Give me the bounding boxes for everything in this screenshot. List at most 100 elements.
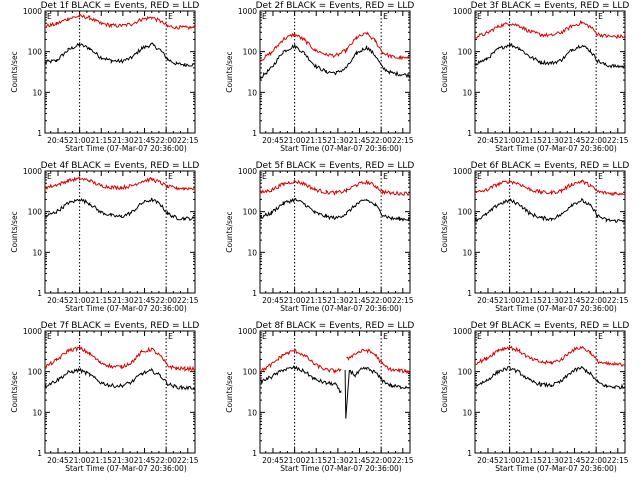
x-tick-label: 21:30 (327, 136, 349, 145)
x-tick-label: 21:00 (284, 136, 306, 145)
y-tick-label: 1 (252, 289, 257, 298)
x-tick-label: 22:15 (177, 136, 199, 145)
y-tick-label: 100 (458, 48, 473, 57)
x-tick-label: 21:45 (134, 136, 156, 145)
events-series-line (259, 197, 411, 222)
panel-title: Det 5f BLACK = Events, RED = LLD (256, 161, 415, 171)
x-axis-label: Start Time (07-Mar-07 20:36:00) (65, 304, 187, 313)
y-tick-label: 1000 (238, 167, 257, 176)
x-tick-label: 22:00 (370, 136, 392, 145)
x-tick-label: 22:00 (155, 296, 177, 305)
plot-frame (474, 10, 626, 134)
plot-frame (259, 330, 411, 454)
x-tick-label: 20:45 (47, 456, 69, 465)
x-tick-label: 22:00 (585, 296, 607, 305)
x-tick-label: 21:45 (349, 136, 371, 145)
y-tick-label: 1 (467, 289, 472, 298)
lld-series-line (474, 19, 626, 40)
x-tick-label: 22:15 (392, 296, 414, 305)
x-tick-label: 20:45 (47, 136, 69, 145)
x-tick-label: 21:15 (305, 296, 327, 305)
y-tick-label: 10 (247, 248, 257, 257)
events-series-line (259, 44, 411, 81)
y-axis-label: Counts/sec (440, 371, 449, 412)
x-tick-label: 21:30 (542, 296, 564, 305)
y-axis-label: Counts/sec (225, 211, 234, 252)
x-tick-label: 21:00 (284, 296, 306, 305)
y-tick-label: 10 (32, 408, 42, 417)
y-tick-label: 100 (243, 48, 258, 57)
plot-frame (474, 170, 626, 294)
y-axis-label: Counts/sec (10, 211, 19, 252)
x-tick-label: 21:15 (90, 456, 112, 465)
x-axis-label: Start Time (07-Mar-07 20:36:00) (495, 464, 617, 473)
event-marker-label: E (168, 332, 173, 341)
events-series-line (474, 365, 626, 390)
y-axis-label: Counts/sec (440, 211, 449, 252)
y-tick-label: 1000 (453, 167, 472, 176)
x-tick-label: 21:15 (520, 456, 542, 465)
plot-frame (44, 330, 196, 454)
x-tick-label: 21:15 (520, 136, 542, 145)
x-tick-label: 20:45 (262, 456, 284, 465)
x-tick-label: 20:45 (477, 136, 499, 145)
event-marker-label: E (47, 172, 52, 181)
event-marker-label: E (47, 332, 52, 341)
panel-title: Det 1f BLACK = Events, RED = LLD (41, 1, 200, 11)
x-tick-label: 22:00 (585, 456, 607, 465)
x-tick-label: 21:45 (349, 456, 371, 465)
y-tick-label: 10 (462, 88, 472, 97)
y-tick-label: 10 (462, 248, 472, 257)
event-marker-label: E (598, 12, 603, 21)
x-tick-label: 22:15 (392, 456, 414, 465)
x-axis-label: Start Time (07-Mar-07 20:36:00) (495, 304, 617, 313)
event-marker-label: E (477, 172, 482, 181)
x-tick-label: 20:45 (47, 296, 69, 305)
lld-series-line (44, 13, 196, 31)
x-tick-label: 22:15 (607, 136, 629, 145)
x-axis-label: Start Time (07-Mar-07 20:36:00) (280, 144, 402, 153)
panel-title: Det 7f BLACK = Events, RED = LLD (41, 321, 200, 331)
x-tick-label: 21:30 (542, 136, 564, 145)
y-tick-label: 1 (252, 449, 257, 458)
event-marker-label: E (477, 332, 482, 341)
x-tick-label: 22:00 (155, 136, 177, 145)
y-axis-label: Counts/sec (225, 51, 234, 92)
events-series-line (44, 197, 196, 222)
x-tick-label: 21:00 (499, 136, 521, 145)
lld-series-line (474, 179, 626, 197)
x-tick-label: 21:45 (134, 296, 156, 305)
x-tick-label: 21:45 (134, 456, 156, 465)
event-marker-label: E (383, 332, 388, 341)
x-tick-label: 21:15 (90, 136, 112, 145)
panel-title: Det 3f BLACK = Events, RED = LLD (471, 1, 630, 11)
event-marker-label: E (477, 12, 482, 21)
x-tick-label: 21:15 (520, 296, 542, 305)
lld-series-line (259, 348, 411, 375)
x-tick-label: 22:00 (155, 456, 177, 465)
x-tick-label: 22:00 (370, 456, 392, 465)
x-tick-label: 21:15 (305, 136, 327, 145)
lld-series-line (44, 176, 196, 191)
events-series-line (474, 42, 626, 69)
plot-frame (44, 170, 196, 294)
x-tick-label: 21:00 (69, 296, 91, 305)
x-axis-label: Start Time (07-Mar-07 20:36:00) (280, 304, 402, 313)
lld-series-line (474, 345, 626, 368)
events-series-line (474, 197, 626, 224)
x-tick-label: 21:00 (499, 456, 521, 465)
x-axis-label: Start Time (07-Mar-07 20:36:00) (495, 144, 617, 153)
x-axis-label: Start Time (07-Mar-07 20:36:00) (280, 464, 402, 473)
y-axis-label: Counts/sec (440, 51, 449, 92)
y-axis-label: Counts/sec (10, 371, 19, 412)
y-tick-label: 100 (458, 208, 473, 217)
y-tick-label: 1 (252, 129, 257, 138)
plot-frame (474, 330, 626, 454)
lld-series-line (259, 179, 411, 197)
